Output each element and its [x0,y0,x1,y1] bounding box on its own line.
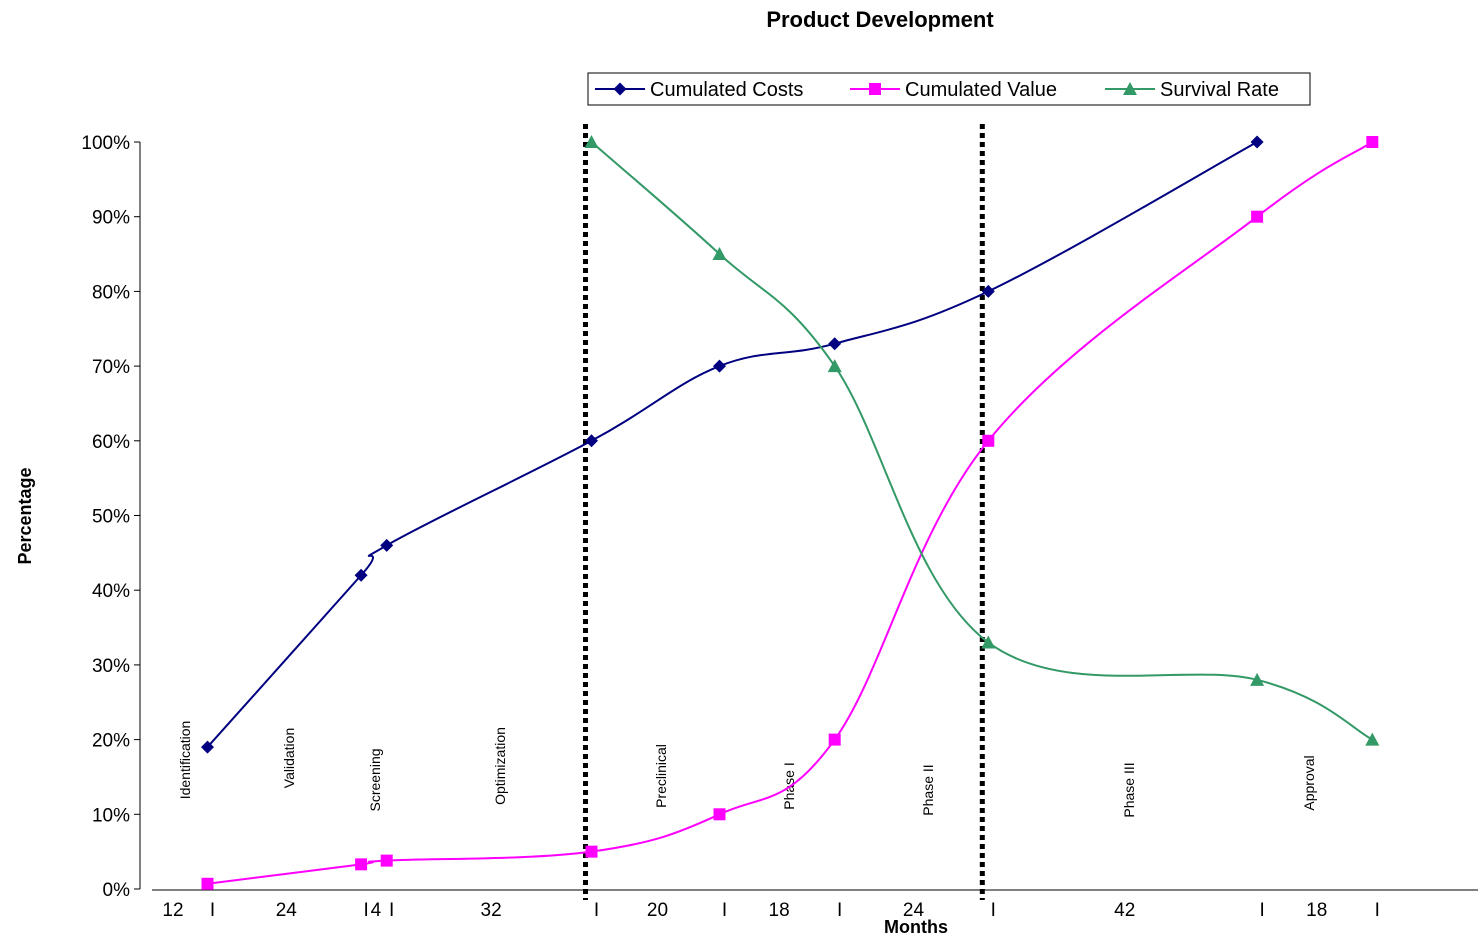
phase-label: Phase II [920,764,936,815]
legend-item-cumulated-value: Cumulated Value [850,79,1057,101]
y-tick-label: 10% [92,805,130,826]
data-point-survival-rate [827,359,842,373]
legend-swatch-marker [1123,82,1137,95]
y-axis-title: Percentage [15,467,35,564]
legend-item-cumulated-costs: Cumulated Costs [595,79,803,101]
phase-label: Preclinical [653,744,669,808]
phase-label: Phase III [1121,762,1137,817]
x-segment-label: 4 [371,900,382,921]
phase-dividers [583,124,985,900]
data-point-cumulated-value [355,858,368,871]
legend-swatch-marker [613,82,627,96]
phase-label: Screening [367,748,383,811]
y-axis: 0% 10% 20% 30% 40% 50% 60% 70% 80% 90% 100% [81,133,141,901]
data-point-survival-rate [584,135,599,148]
x-segment-label: 24 [903,900,925,921]
legend-box [587,72,1311,106]
data-point-cumulated-value [982,434,995,447]
legend-label: Cumulated Value [905,79,1057,101]
data-point-survival-rate [1250,672,1265,686]
data-point-cumulated-value [201,877,214,890]
series-cumulated-costs [201,135,1264,754]
x-segment-label: 18 [769,900,790,921]
data-point-cumulated-costs [713,359,726,373]
series-line-cumulated-costs [206,141,1258,748]
y-tick-label: 30% [92,656,130,677]
data-point-cumulated-costs [1250,135,1264,149]
data-point-cumulated-costs [354,568,368,582]
y-tick-label: 20% [92,731,130,752]
data-point-cumulated-value [713,808,726,821]
x-segment-label: 18 [1306,900,1327,921]
x-axis-title: Months [884,917,948,937]
x-segment-separator: I [1375,900,1380,921]
data-point-cumulated-costs [828,337,842,351]
y-tick-label: 60% [92,432,130,453]
legend-item-survival-rate: Survival Rate [1105,79,1279,101]
data-point-cumulated-value [585,845,598,858]
x-segment-separator: I [363,900,368,921]
series-cumulated-value [201,136,1379,890]
legend: Cumulated Costs Cumulated Value Survival R… [587,72,1311,106]
x-segment-label: 12 [162,900,183,921]
phase-label: Approval [1301,755,1317,810]
x-segment-separator: I [837,900,842,921]
x-segment-label: 24 [276,900,298,921]
data-point-cumulated-value [1251,210,1264,223]
phase-label: Optimization [492,727,508,805]
data-point-cumulated-value [828,733,841,746]
data-point-cumulated-costs [981,284,995,298]
phase-label: Validation [281,728,297,788]
legend-label: Survival Rate [1160,79,1279,101]
x-segment-separator: I [210,900,215,921]
series-line-cumulated-value [207,141,1373,885]
x-segment-separator: I [594,900,599,921]
x-segment-separator: I [1259,900,1264,921]
y-tick-label: 100% [81,133,130,154]
x-segment-label: 42 [1114,900,1135,921]
phase-label: Identification [177,721,193,800]
x-segment-separator: I [991,900,996,921]
x-segment-label: 32 [481,900,502,921]
chart-title: Product Development [766,7,994,32]
y-tick-label: 50% [92,507,130,528]
data-point-cumulated-costs [585,434,598,448]
data-point-survival-rate [712,247,727,261]
legend-swatch-marker [869,83,881,95]
series-survival-rate [584,135,1380,746]
x-segment-separator: I [389,900,394,921]
y-tick-label: 90% [92,208,130,229]
phase-labels: Identification Validation Screening Optimiz… [177,721,1317,818]
series-layer [201,135,1380,890]
y-tick-label: 70% [92,357,130,378]
data-point-survival-rate [1365,732,1380,746]
x-axis: 12 24 4 32 20 18 24 42 18I I I I I I I I I [152,889,1478,921]
y-tick-label: 0% [103,880,131,901]
legend-label: Cumulated Costs [650,79,803,101]
data-point-cumulated-value [1366,136,1379,148]
y-tick-label: 40% [92,581,130,602]
data-point-cumulated-costs [201,740,214,754]
data-point-cumulated-costs [380,538,394,552]
data-point-survival-rate [981,635,996,649]
x-segment-label: 20 [647,900,668,921]
x-segment-separator: I [722,900,727,921]
data-point-cumulated-value [380,854,393,867]
y-tick-label: 80% [92,282,130,303]
